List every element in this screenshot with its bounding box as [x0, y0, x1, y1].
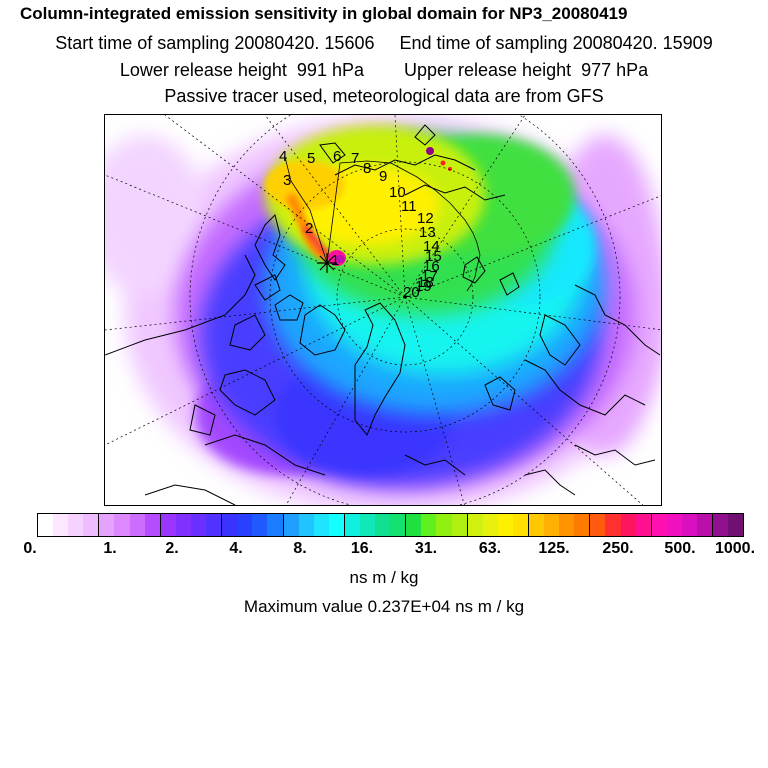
color-scale-cell	[298, 514, 314, 536]
color-scale-cell	[206, 514, 223, 536]
coastlines	[105, 124, 661, 505]
color-scale-cell	[267, 514, 284, 536]
color-scale-cell	[129, 514, 145, 536]
color-scale-cell	[344, 514, 360, 536]
color-scale-cell	[451, 514, 468, 536]
trajectory-label: 11	[401, 198, 417, 215]
sampling-time-line: Start time of sampling 20080420. 15606 E…	[55, 33, 713, 53]
color-scale-cell	[190, 514, 207, 536]
color-scale-cell	[635, 514, 652, 536]
color-scale-tick-label: 2.	[165, 540, 179, 557]
trajectory-label: 10	[389, 184, 406, 201]
longitude-lines	[105, 115, 661, 505]
color-scale-cell	[697, 514, 714, 536]
color-scale-cell	[38, 514, 54, 536]
color-scale-cell	[237, 514, 253, 536]
trajectory-label: 15	[425, 248, 442, 265]
color-scale-cell	[497, 514, 513, 536]
color-scale-cell	[666, 514, 682, 536]
color-scale-cell	[375, 514, 391, 536]
color-scale-tick-label: 63.	[478, 540, 502, 557]
trajectory-label: 17	[421, 268, 438, 285]
color-scale-cell	[651, 514, 667, 536]
color-scale-cell	[160, 514, 176, 536]
color-scale-cell	[529, 514, 545, 536]
color-scale-tick-label: 1000.	[714, 540, 756, 557]
sensitivity-field	[105, 115, 661, 505]
trajectory-path	[284, 156, 481, 292]
color-scale-cell	[574, 514, 591, 536]
color-scale-cell	[114, 514, 130, 536]
trajectory-label: 4	[279, 148, 287, 165]
trajectory-label: 7	[351, 150, 359, 167]
trajectory-label: 13	[419, 224, 436, 241]
trajectory-label: 2	[305, 220, 313, 237]
trajectory-label: 18	[417, 274, 434, 291]
color-scale-tick-label: 250.	[602, 540, 634, 557]
color-scale-cell	[175, 514, 191, 536]
color-scale-cell	[559, 514, 575, 536]
color-scale-bar	[37, 513, 744, 537]
color-scale-cell	[681, 514, 698, 536]
color-scale-tick-label: 31.	[414, 540, 438, 557]
color-scale-cell	[328, 514, 345, 536]
color-scale-cell	[590, 514, 606, 536]
trajectory-label: 8	[363, 160, 371, 177]
color-scale-tick-label: 125.	[538, 540, 570, 557]
color-scale-cell	[728, 514, 744, 536]
trajectory-label: 5	[307, 150, 315, 167]
color-scale-cell	[512, 514, 529, 536]
color-scale-cell	[252, 514, 268, 536]
trajectory-label: 6	[333, 148, 341, 165]
trajectory-label: 9	[379, 168, 387, 185]
color-scale-cell	[144, 514, 161, 536]
color-scale-cell	[605, 514, 621, 536]
color-scale-cell	[359, 514, 376, 536]
color-scale-cell	[68, 514, 84, 536]
trajectory-label: 14	[423, 238, 440, 255]
color-scale-cell	[99, 514, 115, 536]
color-scale-cell	[83, 514, 100, 536]
color-scale-cell	[222, 514, 238, 536]
color-scale-tick-label: 8.	[293, 540, 307, 557]
color-scale-cell	[406, 514, 422, 536]
color-scale-cell	[421, 514, 437, 536]
color-scale-tick-label: 4.	[229, 540, 243, 557]
sensitivity-map: 1 2 3 4 5 6 7 8 9 10 11 12 13 14 15 16 17 18 19 20	[104, 114, 662, 506]
color-scale-cell	[283, 514, 299, 536]
plot-title: Column-integrated emission sensitivity i…	[20, 4, 628, 23]
trajectory-label: 3	[283, 172, 291, 189]
release-height-line: Lower release height 991 hPa Upper relea…	[119, 60, 649, 80]
trajectory-label: 20	[403, 284, 420, 301]
color-scale-cell	[467, 514, 483, 536]
maximum-value-label: Maximum value 0.237E+04 ns m / kg	[243, 597, 525, 616]
color-scale-cell	[620, 514, 636, 536]
trajectory-label: 12	[417, 210, 434, 227]
tracer-info-line: Passive tracer used, meteorological data…	[164, 86, 604, 106]
color-scale-tick-label: 0.	[23, 540, 37, 557]
color-scale-tick-label: 16.	[350, 540, 374, 557]
unit-label: ns m / kg	[349, 568, 419, 587]
release-marker	[317, 253, 337, 273]
color-scale-cell	[713, 514, 729, 536]
color-scale-tick-label: 500.	[664, 540, 696, 557]
color-scale-cell	[390, 514, 407, 536]
color-scale-cell	[482, 514, 498, 536]
trajectory-label: 1	[331, 252, 339, 269]
trajectory-label: 16	[423, 258, 440, 275]
color-scale-tick-label: 1.	[103, 540, 117, 557]
color-scale-cell	[313, 514, 329, 536]
color-scale-cell	[53, 514, 69, 536]
color-scale-cell	[544, 514, 560, 536]
trajectory-label: 19	[415, 278, 432, 295]
color-scale-cell	[436, 514, 452, 536]
